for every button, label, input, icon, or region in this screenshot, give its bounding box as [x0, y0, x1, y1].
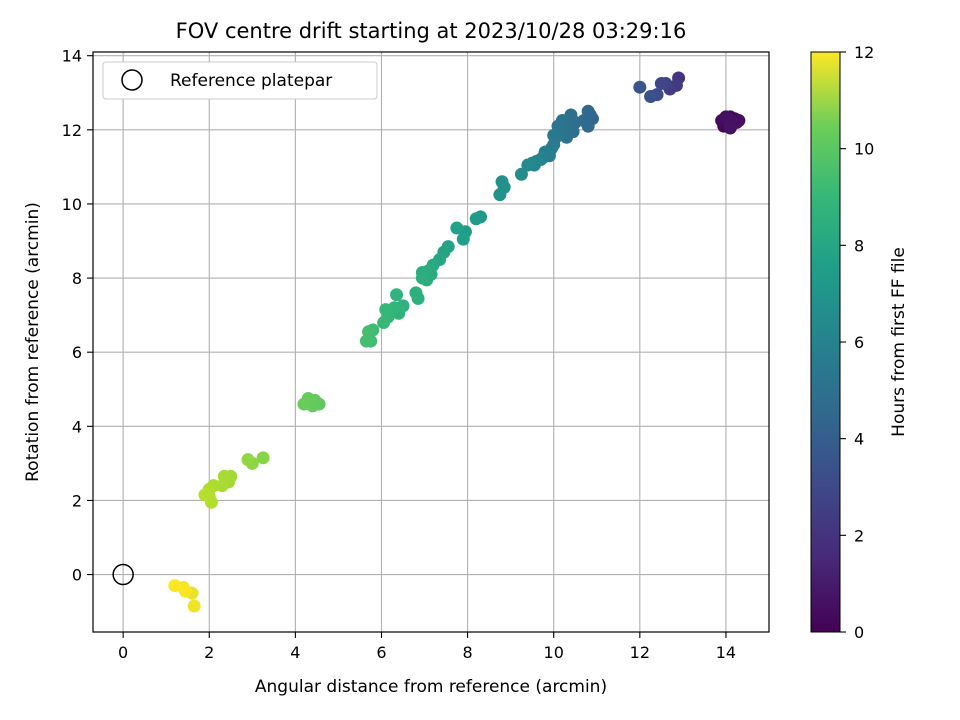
colorbar-tick-label: 2	[854, 526, 864, 545]
scatter-point	[495, 175, 509, 189]
grid	[93, 52, 769, 632]
x-tick-label: 6	[376, 643, 386, 662]
scatter-point	[521, 158, 535, 172]
colorbar-tick-label: 6	[854, 333, 864, 352]
scatter-point	[723, 121, 737, 135]
scatter-point	[297, 397, 311, 411]
scatter-point	[187, 599, 201, 613]
scatter-point	[179, 584, 193, 598]
reference-marker	[112, 563, 134, 586]
colorbar-ticks: 0 2 4 6 8 10 12	[840, 43, 874, 642]
y-tick-label: 12	[62, 121, 82, 140]
y-axis: 0 2 4 6 8 10 12 14	[62, 47, 93, 585]
scatter-point	[411, 291, 425, 305]
x-tick-label: 8	[463, 643, 473, 662]
colorbar-tick-label: 10	[854, 140, 874, 159]
y-tick-label: 6	[72, 343, 82, 362]
x-tick-label: 10	[544, 643, 564, 662]
colorbar-tick-label: 4	[854, 430, 864, 449]
x-axis-label: Angular distance from reference (arcmin)	[255, 677, 607, 697]
x-axis: 0 2 4 6 8 10 12 14	[118, 632, 736, 662]
scatter-point	[415, 271, 429, 285]
scatter-point	[547, 128, 561, 142]
scatter-point	[644, 89, 658, 103]
y-tick-label: 10	[62, 195, 82, 214]
y-axis-label: Rotation from reference (arcmin)	[23, 202, 43, 482]
y-tick-label: 2	[72, 491, 82, 510]
scatter-points	[168, 71, 746, 613]
chart-title: FOV centre drift starting at 2023/10/28 …	[176, 19, 687, 43]
x-tick-label: 12	[630, 643, 650, 662]
scatter-point	[633, 80, 647, 94]
scatter-point	[359, 334, 373, 348]
colorbar-tick-label: 12	[854, 43, 874, 62]
x-tick-label: 14	[716, 643, 736, 662]
colorbar: 0 2 4 6 8 10 12 Hours from first FF file	[810, 43, 909, 642]
scatter-point	[654, 77, 668, 91]
colorbar-gradient	[810, 51, 841, 633]
scatter-point	[256, 451, 270, 465]
y-tick-label: 4	[72, 417, 82, 436]
scatter-point	[469, 212, 483, 226]
plot-frame	[92, 51, 770, 633]
x-tick-label: 0	[118, 643, 128, 662]
x-tick-label: 4	[290, 643, 300, 662]
scatter-point	[379, 303, 393, 317]
scatter-point	[514, 167, 528, 181]
scatter-point	[456, 232, 470, 246]
y-tick-label: 8	[72, 269, 82, 288]
scatter-point	[241, 453, 255, 467]
y-tick-label: 14	[62, 47, 82, 66]
legend-label: Reference platepar	[170, 71, 332, 91]
x-tick-label: 2	[204, 643, 214, 662]
scatter-point	[450, 221, 464, 235]
legend-marker	[121, 69, 143, 91]
scatter-point	[168, 579, 182, 593]
scatter-point	[390, 288, 404, 302]
colorbar-tick-label: 8	[854, 236, 864, 255]
legend: Reference platepar	[102, 61, 378, 100]
scatter-point	[377, 316, 391, 330]
scatter-point	[493, 188, 507, 202]
colorbar-label: Hours from first FF file	[889, 247, 909, 437]
scatter-point	[198, 488, 212, 502]
colorbar-tick-label: 0	[854, 623, 864, 642]
legend-box	[102, 61, 378, 100]
y-tick-label: 0	[72, 566, 82, 585]
